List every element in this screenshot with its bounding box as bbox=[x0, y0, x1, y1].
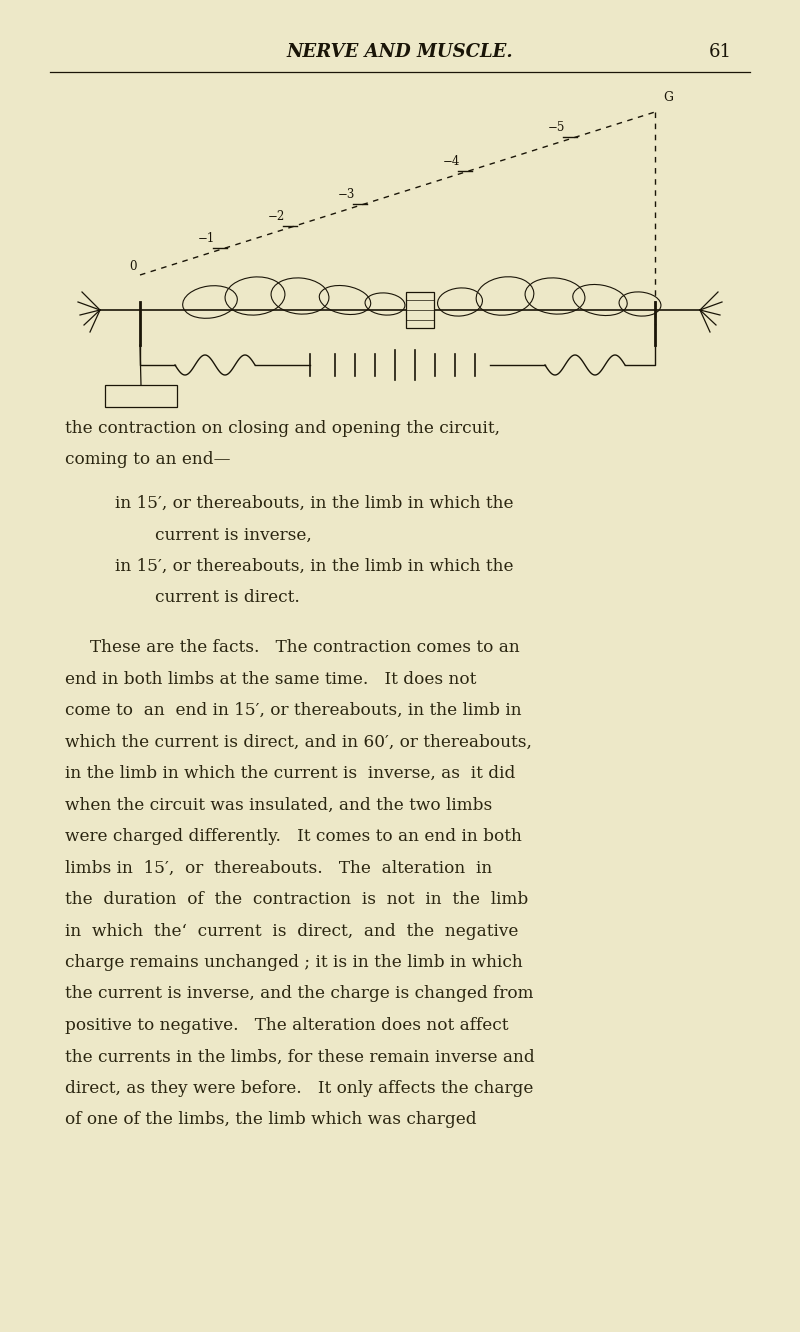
Text: EARTH: EARTH bbox=[121, 392, 161, 401]
Text: NERVE AND MUSCLE.: NERVE AND MUSCLE. bbox=[286, 43, 514, 61]
Text: when the circuit was insulated, and the two limbs: when the circuit was insulated, and the … bbox=[65, 797, 492, 814]
Text: which the current is direct, and in 60′, or thereabouts,: which the current is direct, and in 60′,… bbox=[65, 734, 532, 750]
Text: the currents in the limbs, for these remain inverse and: the currents in the limbs, for these rem… bbox=[65, 1048, 534, 1066]
Text: in 15′, or thereabouts, in the limb in which the: in 15′, or thereabouts, in the limb in w… bbox=[115, 558, 514, 575]
Text: in the limb in which the current is  inverse, as  it did: in the limb in which the current is inve… bbox=[65, 765, 515, 782]
Text: −3: −3 bbox=[338, 188, 355, 201]
Text: the contraction on closing and opening the circuit,: the contraction on closing and opening t… bbox=[65, 420, 500, 437]
Text: charge remains unchanged ; it is in the limb in which: charge remains unchanged ; it is in the … bbox=[65, 954, 522, 971]
Text: the  duration  of  the  contraction  is  not  in  the  limb: the duration of the contraction is not i… bbox=[65, 891, 528, 908]
Text: current is inverse,: current is inverse, bbox=[155, 526, 312, 543]
Text: G: G bbox=[663, 91, 673, 104]
Bar bbox=[406, 292, 434, 328]
Text: −2: −2 bbox=[268, 210, 285, 222]
Text: positive to negative.   The alteration does not affect: positive to negative. The alteration doe… bbox=[65, 1018, 509, 1034]
Text: current is direct.: current is direct. bbox=[155, 590, 300, 606]
Text: in  which  the‘  current  is  direct,  and  the  negative: in which the‘ current is direct, and the… bbox=[65, 923, 518, 939]
Text: come to  an  end in 15′, or thereabouts, in the limb in: come to an end in 15′, or thereabouts, i… bbox=[65, 702, 522, 719]
Text: −4: −4 bbox=[442, 155, 460, 168]
Text: limbs in  15′,  or  thereabouts.   The  alteration  in: limbs in 15′, or thereabouts. The altera… bbox=[65, 859, 492, 876]
Text: in 15′, or thereabouts, in the limb in which the: in 15′, or thereabouts, in the limb in w… bbox=[115, 496, 514, 511]
Bar bbox=[105, 385, 177, 408]
Text: direct, as they were before.   It only affects the charge: direct, as they were before. It only aff… bbox=[65, 1080, 534, 1098]
Text: the current is inverse, and the charge is changed from: the current is inverse, and the charge i… bbox=[65, 986, 534, 1003]
Text: −1: −1 bbox=[198, 232, 215, 245]
Text: end in both limbs at the same time.   It does not: end in both limbs at the same time. It d… bbox=[65, 670, 476, 687]
Text: were charged differently.   It comes to an end in both: were charged differently. It comes to an… bbox=[65, 829, 522, 844]
Text: These are the facts.   The contraction comes to an: These are the facts. The contraction com… bbox=[90, 639, 520, 655]
Text: −5: −5 bbox=[548, 121, 565, 135]
Text: coming to an end—: coming to an end— bbox=[65, 452, 230, 469]
Text: 61: 61 bbox=[709, 43, 731, 61]
Text: of one of the limbs, the limb which was charged: of one of the limbs, the limb which was … bbox=[65, 1111, 477, 1128]
Text: 0: 0 bbox=[130, 260, 137, 273]
